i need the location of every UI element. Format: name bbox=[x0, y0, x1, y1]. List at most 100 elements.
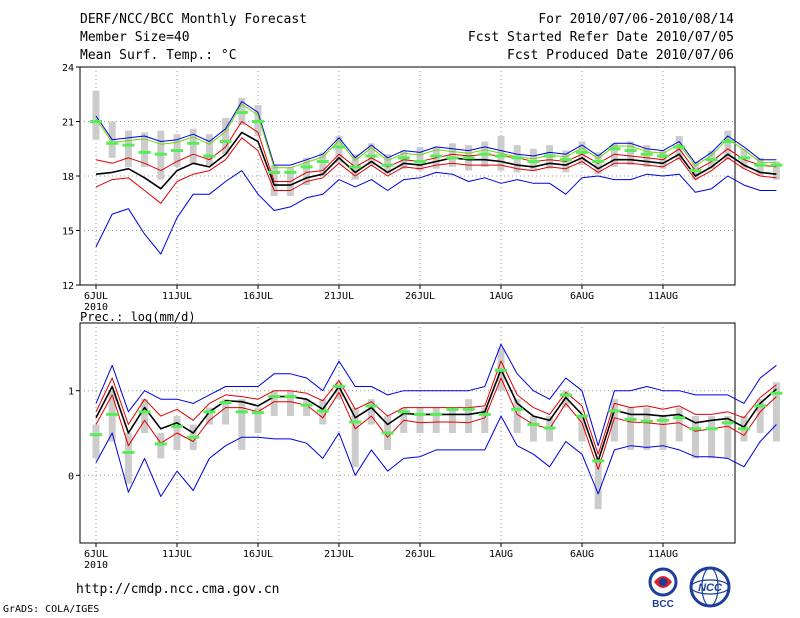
ensemble-box bbox=[270, 390, 278, 417]
ensemble-box bbox=[529, 416, 537, 442]
ensemble-box bbox=[141, 399, 149, 433]
median-marker bbox=[106, 141, 119, 145]
median-marker bbox=[446, 156, 459, 160]
median-marker bbox=[543, 426, 556, 430]
inner-lower-line bbox=[95, 137, 777, 204]
median-marker bbox=[333, 145, 345, 149]
median-marker bbox=[414, 159, 426, 163]
median-marker bbox=[592, 159, 605, 163]
source-url[interactable]: http://cmdp.ncc.cma.gov.cn bbox=[76, 582, 280, 597]
median-marker bbox=[154, 152, 167, 156]
outer-upper-line bbox=[95, 343, 777, 447]
median-marker bbox=[300, 165, 313, 169]
x-tick-label: 6AUG bbox=[570, 549, 594, 560]
x-tick-label: 16JUL bbox=[243, 291, 273, 302]
median-marker bbox=[268, 170, 281, 174]
x-tick-label: 11AUG bbox=[648, 291, 678, 302]
inner-lower-line bbox=[95, 377, 777, 470]
median-marker bbox=[689, 169, 702, 173]
median-marker bbox=[721, 139, 734, 143]
median-marker bbox=[106, 412, 119, 416]
median-marker bbox=[430, 154, 443, 158]
x-tick-label: 11JUL bbox=[162, 291, 192, 302]
ensemble-box bbox=[643, 145, 651, 167]
median-marker bbox=[316, 409, 329, 413]
median-marker bbox=[624, 417, 637, 421]
median-marker bbox=[284, 170, 297, 174]
median-marker bbox=[138, 410, 151, 414]
median-marker bbox=[624, 149, 637, 153]
ensemble-box bbox=[756, 399, 764, 433]
median-marker bbox=[252, 411, 264, 415]
ensemble-box bbox=[108, 390, 116, 442]
ensemble-box bbox=[124, 433, 132, 484]
x-tick-label: 21JUL bbox=[324, 291, 354, 302]
bcc-logo-text: BCC bbox=[652, 599, 674, 610]
median-marker bbox=[122, 450, 135, 454]
ensemble-box bbox=[610, 399, 618, 442]
median-marker bbox=[235, 410, 248, 414]
x-tick-label: 26JUL bbox=[405, 291, 435, 302]
ensemble-box bbox=[92, 90, 100, 140]
ensemble-box bbox=[92, 424, 100, 459]
ensemble-box bbox=[448, 407, 456, 433]
y-tick-label: 1 bbox=[68, 387, 74, 398]
median-marker bbox=[235, 110, 248, 114]
inner-upper-line bbox=[95, 360, 777, 455]
median-marker bbox=[397, 410, 410, 414]
y-tick-label: 15 bbox=[62, 227, 74, 238]
median-marker bbox=[559, 158, 572, 162]
y-tick-label: 18 bbox=[62, 172, 74, 183]
median-marker bbox=[268, 395, 281, 399]
ensemble-box bbox=[416, 407, 424, 433]
median-marker bbox=[608, 147, 621, 151]
x-tick-label: 6JUL bbox=[84, 291, 108, 302]
ensemble-box bbox=[659, 416, 667, 450]
x-tick-label: 26JUL bbox=[405, 549, 435, 560]
median-marker bbox=[462, 407, 475, 411]
median-marker bbox=[381, 163, 394, 167]
ensemble-box bbox=[367, 143, 375, 166]
ensemble-box bbox=[367, 399, 375, 425]
median-marker bbox=[203, 410, 216, 414]
ensemble-box bbox=[189, 128, 197, 164]
median-marker bbox=[705, 427, 718, 431]
median-marker bbox=[705, 158, 718, 162]
grads-credit: GrADS: COLA/IGES bbox=[3, 604, 100, 615]
median-marker bbox=[754, 163, 767, 167]
median-marker bbox=[446, 407, 459, 411]
median-marker bbox=[300, 403, 313, 407]
median-marker bbox=[495, 154, 507, 158]
median-marker bbox=[90, 120, 102, 123]
y-tick-label: 24 bbox=[62, 63, 74, 74]
ensemble-box bbox=[772, 161, 780, 180]
ensemble-box bbox=[513, 399, 521, 433]
median-marker bbox=[219, 401, 232, 405]
x-tick-label: 11AUG bbox=[648, 549, 678, 560]
median-marker bbox=[478, 412, 491, 416]
median-marker bbox=[770, 391, 783, 395]
ncc-logo: NCC bbox=[689, 566, 731, 608]
median-marker bbox=[171, 424, 183, 428]
ensemble-box bbox=[594, 458, 602, 510]
y-tick-label: 21 bbox=[62, 118, 74, 129]
ensemble-box bbox=[205, 134, 213, 166]
x-tick-label: 16JUL bbox=[243, 549, 273, 560]
median-marker bbox=[511, 156, 524, 160]
upper-envelope-line bbox=[95, 103, 777, 169]
ensemble-box bbox=[448, 143, 456, 167]
start-date-label: Fcst Started Refer Date 2010/07/05 bbox=[467, 30, 734, 45]
member-size-label: Member Size=40 bbox=[80, 30, 190, 45]
median-marker bbox=[770, 163, 783, 167]
x-tick-label: 1AUG bbox=[489, 549, 513, 560]
median-marker bbox=[640, 152, 653, 156]
ensemble-box bbox=[432, 407, 440, 433]
ensemble-box bbox=[222, 117, 230, 155]
bcc-logo: BCC bbox=[648, 567, 678, 610]
median-marker bbox=[527, 423, 540, 427]
median-marker bbox=[349, 420, 362, 424]
median-marker bbox=[543, 154, 556, 158]
ensemble-box bbox=[627, 407, 635, 450]
ensemble-box bbox=[141, 132, 149, 167]
